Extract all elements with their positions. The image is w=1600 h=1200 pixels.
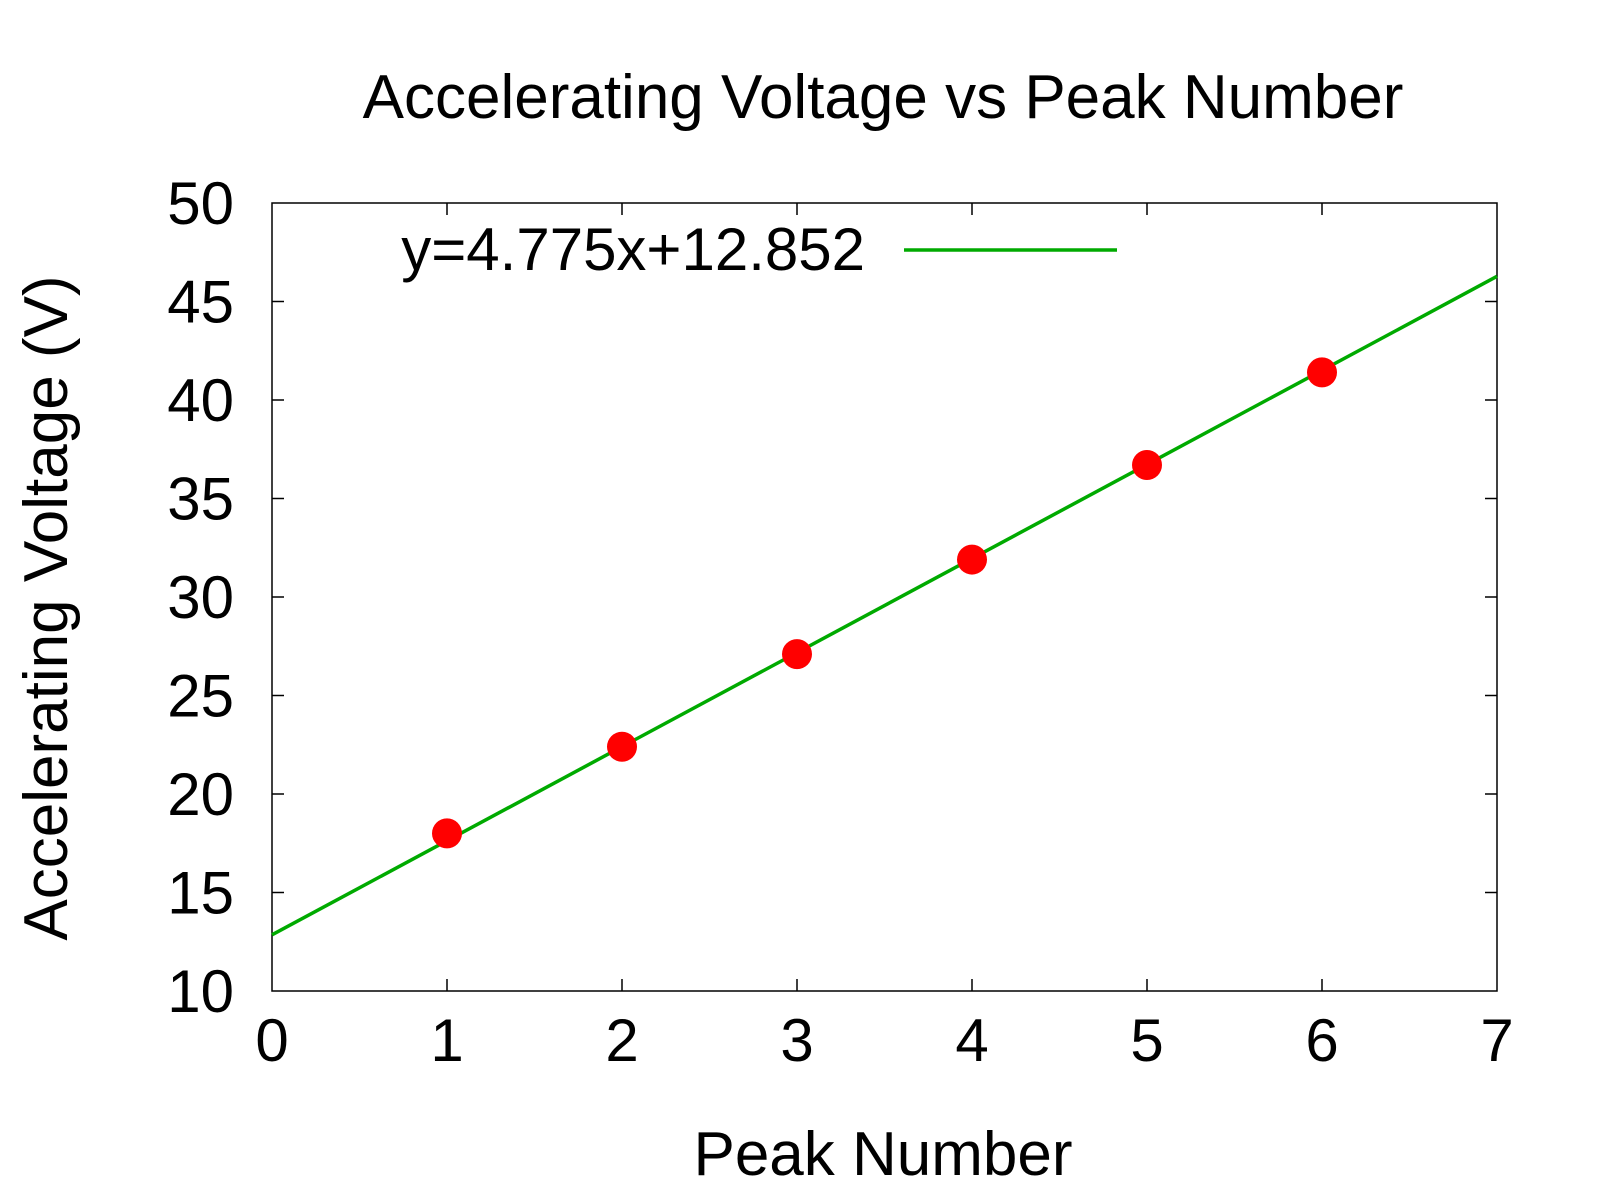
x-tick-label: 5	[1130, 1007, 1163, 1074]
x-tick-label: 0	[255, 1007, 288, 1074]
x-axis-label: Peak Number	[693, 1120, 1072, 1189]
data-point	[957, 544, 987, 575]
data-point	[432, 818, 462, 849]
y-tick-label: 20	[167, 761, 234, 828]
y-axis-label: Accelerating Voltage (V)	[12, 275, 81, 940]
data-point	[782, 639, 812, 670]
x-tick-label: 1	[430, 1007, 463, 1074]
data-point	[1307, 357, 1337, 388]
y-tick-label: 45	[167, 269, 234, 336]
series-group	[271, 274, 1498, 937]
y-tick-label: 10	[167, 958, 234, 1025]
x-tick-label: 6	[1305, 1007, 1338, 1074]
y-tick-label: 40	[167, 367, 234, 434]
legend: y=4.775x+12.852	[401, 216, 1117, 283]
data-point	[1132, 450, 1162, 481]
x-tick-label: 2	[605, 1007, 638, 1074]
y-tick-label: 50	[167, 170, 234, 237]
y-tick-label: 25	[167, 663, 234, 730]
y-tick-label: 15	[167, 860, 234, 927]
y-tick-label: 30	[167, 564, 234, 631]
x-tick-label: 7	[1480, 1007, 1513, 1074]
y-tick-label: 35	[167, 466, 234, 533]
chart-title: Accelerating Voltage vs Peak Number	[363, 63, 1404, 132]
x-tick-label: 3	[780, 1007, 813, 1074]
legend-label: y=4.775x+12.852	[401, 216, 865, 283]
x-tick-label: 4	[955, 1007, 988, 1074]
fit-line	[271, 274, 1498, 937]
data-point	[607, 731, 637, 762]
